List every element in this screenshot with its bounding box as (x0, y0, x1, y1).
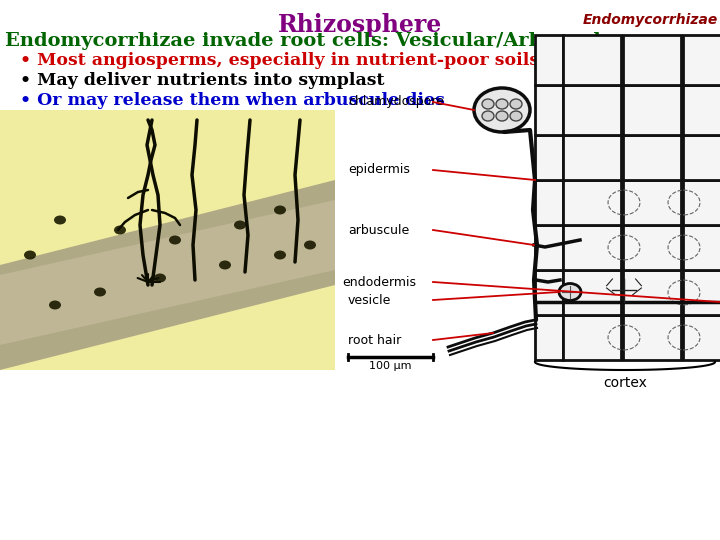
Bar (683, 85, 720, 135)
Polygon shape (0, 180, 335, 370)
Text: • Most angiosperms, especially in nutrient-poor soils: • Most angiosperms, especially in nutrie… (20, 52, 539, 69)
Bar (563, 85, 621, 135)
Text: • May deliver nutrients into symplast: • May deliver nutrients into symplast (20, 72, 384, 89)
Ellipse shape (496, 99, 508, 109)
Bar (563, 180, 621, 225)
Bar (683, 270, 720, 315)
Bar (563, 270, 621, 315)
Text: Rhizosphere: Rhizosphere (278, 13, 442, 37)
Ellipse shape (474, 88, 530, 132)
Text: epidermis: epidermis (348, 164, 410, 177)
Bar (535, 315, 563, 360)
Ellipse shape (274, 251, 286, 260)
Ellipse shape (24, 251, 36, 260)
Bar (623, 135, 681, 180)
Bar (535, 85, 563, 135)
Text: Endomycorrhizae: Endomycorrhizae (582, 13, 718, 27)
Text: • Or may release them when arbuscule dies: • Or may release them when arbuscule die… (20, 92, 445, 109)
Ellipse shape (559, 284, 581, 300)
Bar (623, 85, 681, 135)
Text: cortex: cortex (603, 376, 647, 390)
Bar (683, 225, 720, 270)
Text: 100 μm: 100 μm (369, 361, 412, 371)
Text: chlamydospore: chlamydospore (348, 96, 444, 109)
Bar (535, 135, 563, 180)
Bar (623, 270, 681, 315)
Ellipse shape (49, 300, 61, 309)
Bar (563, 135, 621, 180)
Text: root hair: root hair (348, 334, 401, 347)
Bar (563, 225, 621, 270)
Ellipse shape (234, 220, 246, 230)
Bar (623, 315, 681, 360)
Ellipse shape (304, 240, 316, 249)
Ellipse shape (274, 206, 286, 214)
Bar (623, 35, 681, 85)
Ellipse shape (510, 111, 522, 121)
Ellipse shape (510, 99, 522, 109)
Bar (535, 35, 563, 85)
Bar (0, 110, 335, 370)
Ellipse shape (219, 260, 231, 269)
Ellipse shape (482, 99, 494, 109)
Bar (683, 180, 720, 225)
Ellipse shape (482, 111, 494, 121)
Bar (623, 225, 681, 270)
Ellipse shape (169, 235, 181, 245)
Text: vesicle: vesicle (348, 294, 392, 307)
Bar (623, 180, 681, 225)
Text: Endomycorrhizae invade root cells: Vesicular/Arbuscular: Endomycorrhizae invade root cells: Vesic… (5, 32, 624, 50)
Ellipse shape (94, 287, 106, 296)
Bar (535, 180, 563, 225)
Text: arbuscule: arbuscule (348, 224, 409, 237)
Text: endodermis: endodermis (342, 275, 416, 288)
Bar (563, 35, 621, 85)
Bar (563, 315, 621, 360)
Ellipse shape (114, 226, 126, 234)
Polygon shape (0, 200, 335, 345)
Bar (435, 10, 720, 370)
Bar (535, 225, 563, 270)
Ellipse shape (54, 215, 66, 225)
Ellipse shape (496, 111, 508, 121)
Bar (683, 135, 720, 180)
Ellipse shape (154, 273, 166, 282)
Bar (535, 270, 563, 315)
Bar (683, 315, 720, 360)
Bar (683, 35, 720, 85)
